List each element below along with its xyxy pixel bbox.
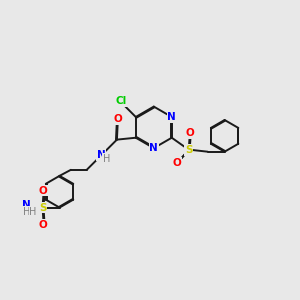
Text: O: O	[172, 158, 181, 168]
Text: N: N	[149, 143, 158, 153]
Text: S: S	[39, 202, 46, 213]
Text: O: O	[113, 114, 122, 124]
Text: S: S	[185, 145, 193, 155]
Text: H: H	[29, 207, 37, 217]
Text: H: H	[23, 207, 30, 217]
Text: O: O	[39, 186, 48, 196]
Text: O: O	[186, 128, 195, 138]
Text: N: N	[97, 150, 105, 160]
Text: N: N	[167, 112, 176, 122]
Text: O: O	[39, 220, 48, 230]
Text: H: H	[103, 154, 110, 164]
Text: N: N	[22, 200, 31, 210]
Text: Cl: Cl	[116, 96, 127, 106]
